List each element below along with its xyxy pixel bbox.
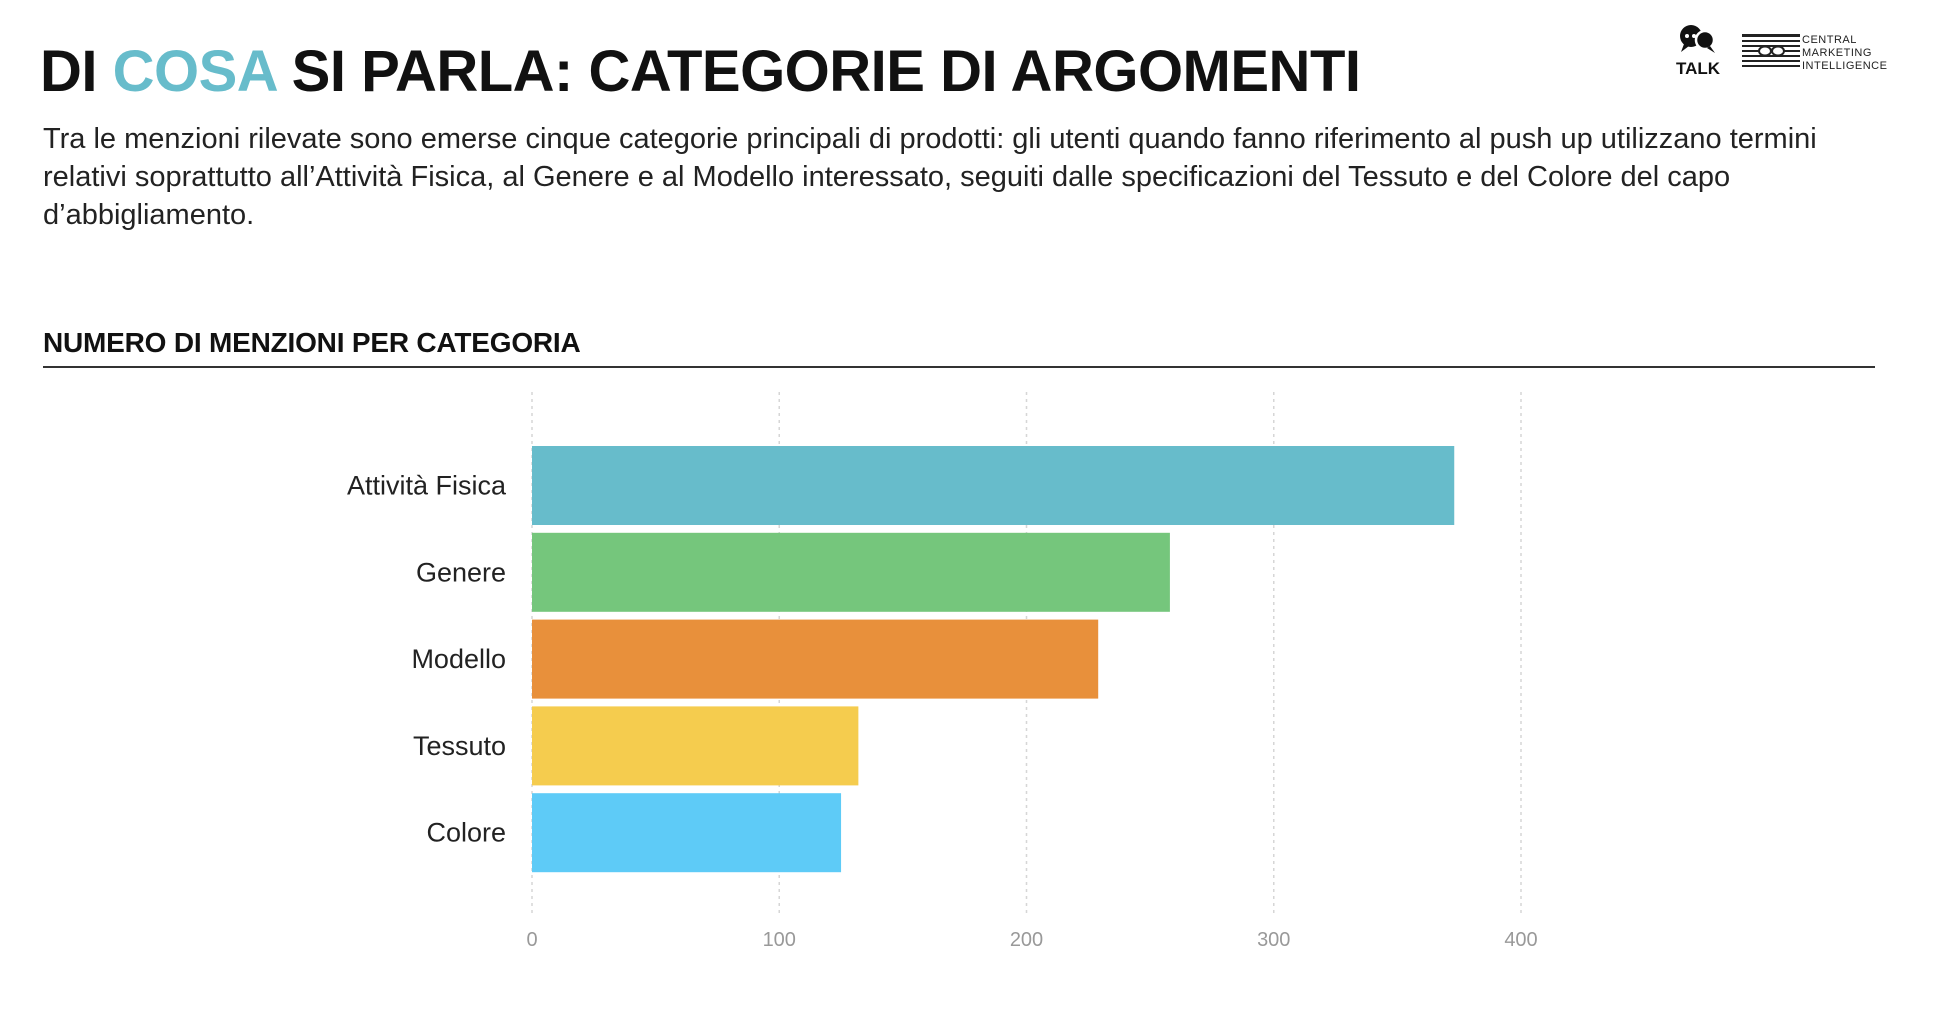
category-label: Tessuto: [413, 731, 506, 761]
title-accent: COSA: [112, 39, 277, 104]
bar-4: [532, 793, 842, 873]
x-tick-label: 200: [1010, 929, 1043, 951]
page-title: DI COSA SI PARLA: CATEGORIE DI ARGOMENTI: [40, 38, 1361, 105]
title-part-1: DI: [40, 39, 98, 104]
title-divider: [43, 366, 1875, 368]
bar-chart: 0 100 200 300 400 Attività Fisica Genere Modell…: [347, 392, 1538, 951]
bar-2: [532, 619, 1099, 699]
talk-label: TALK: [1675, 59, 1721, 78]
category-label: Genere: [416, 557, 506, 587]
x-tick-label: 0: [526, 929, 537, 951]
category-label: Colore: [426, 818, 506, 848]
title-part-2: SI PARLA: CATEGORIE DI ARGOMENTI: [291, 39, 1361, 104]
intro-paragraph: Tra le menzioni rilevate sono emerse cin…: [43, 123, 1817, 231]
category-label: Modello: [411, 644, 506, 674]
cmi-line-2: MARKETING: [1802, 47, 1872, 59]
x-tick-label: 100: [763, 929, 796, 951]
cmi-logo-icon: [1742, 34, 1800, 67]
speech-bubbles-icon: [1680, 25, 1716, 53]
bar-0: [532, 446, 1455, 525]
cmi-line-1: CENTRAL: [1802, 34, 1857, 46]
talk-logo: TALK: [1670, 22, 1726, 79]
logo-group: TALK CENTRAL MARKETING INTELLIGENCE: [1670, 22, 1910, 84]
chart-title: NUMERO DI MENZIONI PER CATEGORIA: [43, 327, 581, 358]
cmi-line-3: INTELLIGENCE: [1802, 60, 1888, 72]
bar-3: [532, 706, 859, 786]
x-tick-label: 300: [1257, 929, 1290, 951]
category-label: Attività Fisica: [347, 471, 507, 501]
cmi-logo-text: CENTRAL MARKETING INTELLIGENCE: [1802, 34, 1887, 73]
bar-1: [532, 532, 1170, 612]
x-tick-label: 400: [1504, 929, 1537, 951]
